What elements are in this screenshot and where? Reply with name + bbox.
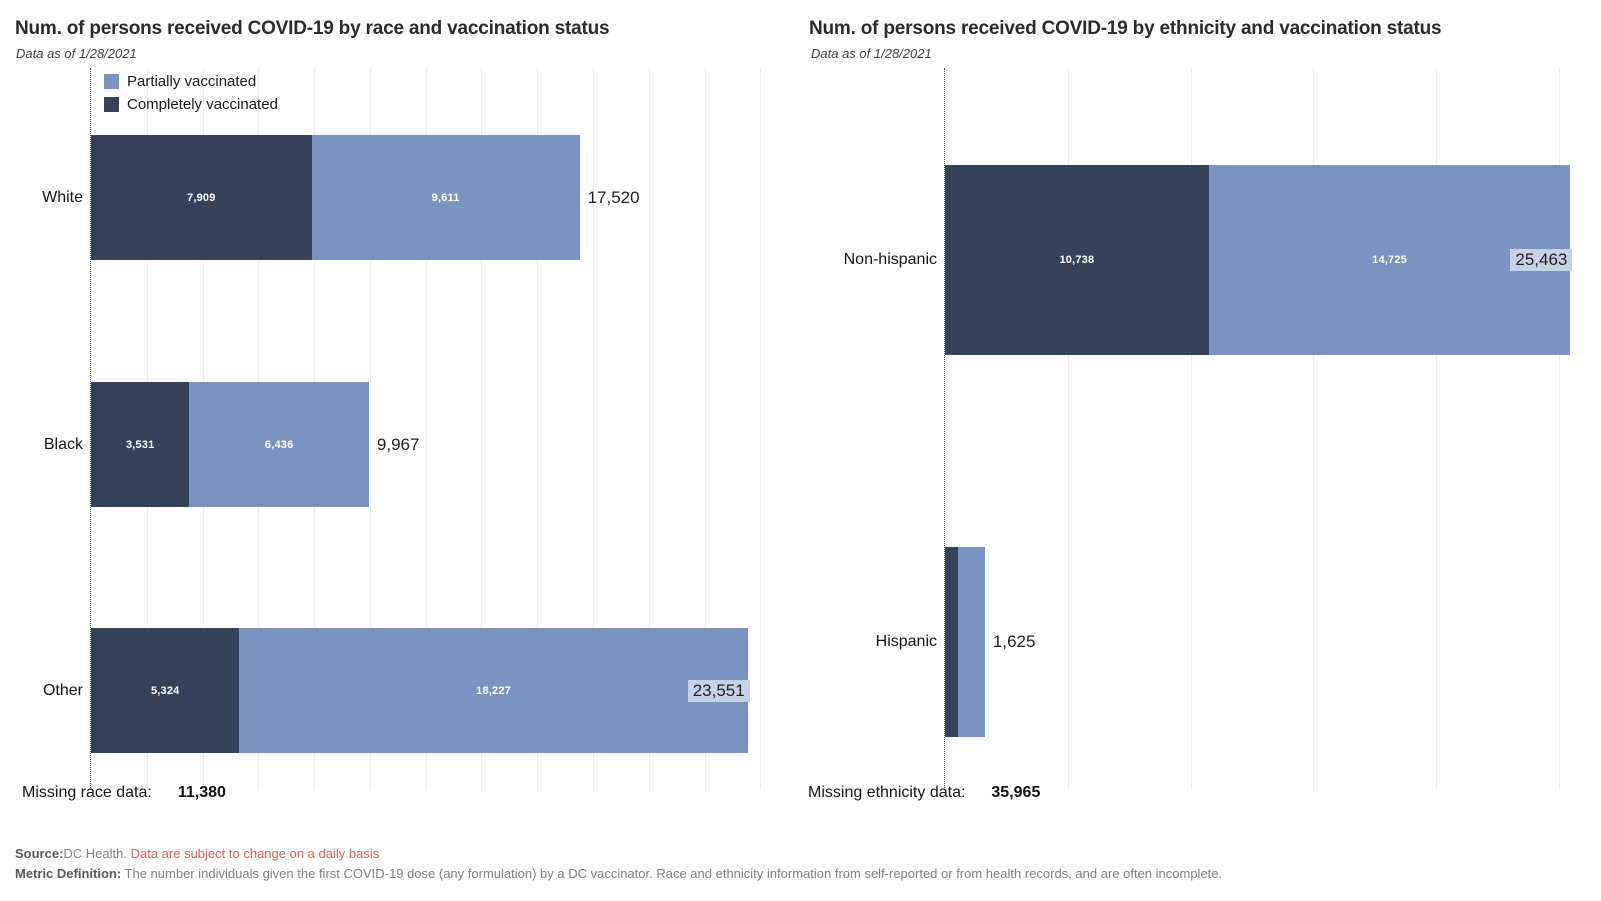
segment-value-label: 10,738	[1059, 254, 1095, 266]
bar-segment-completely-vaccinated[interactable]	[945, 547, 958, 737]
gridline	[1313, 68, 1315, 790]
gridline	[537, 68, 539, 790]
gridline	[593, 68, 594, 790]
category-label: Black	[43, 435, 83, 453]
segment-value-label: 6,436	[264, 438, 294, 451]
category-label: Hispanic	[875, 633, 937, 650]
bar-row-black: Black 3,531 6,436 9,967	[44, 382, 419, 507]
bar-total-label: 25,463	[1510, 249, 1573, 271]
footer-metric-text: The number individuals given the first C…	[121, 866, 1223, 881]
bar-row-hispanic: Hispanic 1,625	[876, 547, 1035, 737]
bar-segment-partially-vaccinated[interactable]	[958, 547, 985, 737]
bar-segment-completely-vaccinated[interactable]: 5,324	[91, 628, 240, 753]
gridline	[1190, 68, 1192, 790]
footer-source-text: DC Health.	[63, 846, 131, 861]
footer: Source:DC Health. Data are subject to ch…	[15, 844, 1222, 884]
legend-label: Partially vaccinated	[127, 73, 257, 90]
ethnicity-chart-plot: Non-hispanic 10,738 14,725 25,463 Hispanic 1,…	[844, 68, 1591, 790]
bar-segment-completely-vaccinated[interactable]: 10,738	[945, 165, 1209, 355]
bar-row-white: White 7,909 9,611 17,520	[42, 135, 640, 260]
completely-vaccinated-swatch-icon	[104, 97, 119, 112]
bar-total-label: 23,551	[687, 679, 750, 702]
bar-total-label: 17,520	[587, 187, 640, 207]
gridline	[425, 68, 427, 790]
missing-data-label: Missing ethnicity data:	[808, 784, 966, 801]
footer-source-label: Source:	[15, 846, 64, 861]
bar-total-label: 1,625	[992, 632, 1036, 651]
missing-data-label: Missing race data:	[22, 784, 152, 801]
chart-title: Num. of persons received COVID-19 by rac…	[15, 18, 610, 39]
gridline	[1559, 68, 1561, 790]
bar-segment-partially-vaccinated[interactable]: 14,725	[1208, 165, 1571, 355]
category-label: Non-hispanic	[843, 251, 937, 268]
footer-metric-label: Metric Definition:	[15, 866, 122, 881]
race-chart-panel: Num. of persons received COVID-19 by rac…	[0, 0, 788, 840]
segment-value-label: 3,531	[125, 438, 155, 451]
gridline	[1436, 68, 1438, 790]
gridline	[704, 68, 706, 790]
race-chart-plot: Partially vaccinated Completely vaccinat…	[42, 68, 777, 790]
footer-metric-line: Metric Definition: The number individual…	[15, 864, 1222, 884]
legend-item-completely[interactable]: Completely vaccinated	[104, 96, 278, 113]
segment-value-label: 7,909	[187, 191, 216, 204]
gridline	[760, 68, 762, 790]
footer-source-line: Source:DC Health. Data are subject to ch…	[15, 844, 1222, 864]
missing-race-data-row: Missing race data: 11,380	[22, 784, 226, 802]
footer-source-warning: Data are subject to change on a daily ba…	[130, 846, 380, 861]
gridline	[369, 68, 371, 790]
gridline	[1067, 68, 1069, 790]
gridline	[481, 68, 483, 790]
missing-ethnicity-data-row: Missing ethnicity data: 35,965	[808, 784, 1040, 802]
bar-segment-partially-vaccinated[interactable]: 18,227	[239, 628, 748, 753]
legend-label: Completely vaccinated	[127, 96, 278, 113]
segment-value-label: 18,227	[476, 684, 511, 697]
legend: Partially vaccinated Completely vaccinat…	[104, 73, 278, 119]
category-label: White	[42, 188, 83, 206]
gridline	[648, 68, 650, 790]
chart-title: Num. of persons received COVID-19 by eth…	[809, 18, 1442, 39]
bar-segment-partially-vaccinated[interactable]: 9,611	[311, 135, 580, 260]
segment-value-label: 9,611	[431, 191, 460, 204]
category-label: Other	[42, 681, 83, 699]
partially-vaccinated-swatch-icon	[104, 74, 119, 89]
segment-value-label: 5,324	[150, 684, 180, 697]
bar-segment-completely-vaccinated[interactable]: 7,909	[91, 135, 312, 260]
bar-segment-completely-vaccinated[interactable]: 3,531	[91, 382, 190, 507]
bar-row-non-hispanic: Non-hispanic 10,738 14,725 25,463	[844, 165, 1573, 355]
missing-data-value: 35,965	[991, 784, 1041, 801]
bar-total-label: 9,967	[376, 434, 420, 454]
segment-value-label: 14,725	[1372, 254, 1407, 266]
chart-subtitle: Data as of 1/28/2021	[16, 46, 137, 61]
chart-subtitle: Data as of 1/28/2021	[811, 46, 932, 61]
missing-data-value: 11,380	[177, 784, 226, 801]
bar-segment-partially-vaccinated[interactable]: 6,436	[189, 382, 369, 507]
ethnicity-chart-panel: Num. of persons received COVID-19 by eth…	[790, 0, 1601, 840]
bar-row-other: Other 5,324 18,227 23,551	[43, 628, 750, 753]
legend-item-partially[interactable]: Partially vaccinated	[104, 73, 278, 90]
